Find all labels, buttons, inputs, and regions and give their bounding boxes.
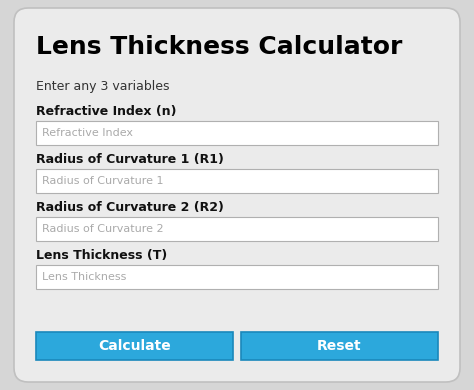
FancyBboxPatch shape bbox=[14, 8, 460, 382]
Text: Refractive Index: Refractive Index bbox=[42, 128, 133, 138]
Text: Reset: Reset bbox=[317, 339, 362, 353]
Text: Lens Thickness Calculator: Lens Thickness Calculator bbox=[36, 35, 402, 59]
Text: Calculate: Calculate bbox=[98, 339, 171, 353]
Text: Radius of Curvature 1 (R1): Radius of Curvature 1 (R1) bbox=[36, 153, 224, 166]
Bar bbox=[36, 217, 438, 241]
Text: Enter any 3 variables: Enter any 3 variables bbox=[36, 80, 170, 93]
Bar bbox=[241, 332, 438, 360]
Bar bbox=[36, 121, 438, 145]
Text: Radius of Curvature 2 (R2): Radius of Curvature 2 (R2) bbox=[36, 201, 224, 214]
Text: Radius of Curvature 1: Radius of Curvature 1 bbox=[42, 176, 164, 186]
Text: Lens Thickness: Lens Thickness bbox=[42, 272, 127, 282]
Text: Radius of Curvature 2: Radius of Curvature 2 bbox=[42, 224, 164, 234]
Bar bbox=[36, 169, 438, 193]
Bar bbox=[36, 332, 233, 360]
Bar bbox=[36, 265, 438, 289]
Text: Lens Thickness (T): Lens Thickness (T) bbox=[36, 249, 167, 262]
Text: Refractive Index (n): Refractive Index (n) bbox=[36, 105, 176, 118]
